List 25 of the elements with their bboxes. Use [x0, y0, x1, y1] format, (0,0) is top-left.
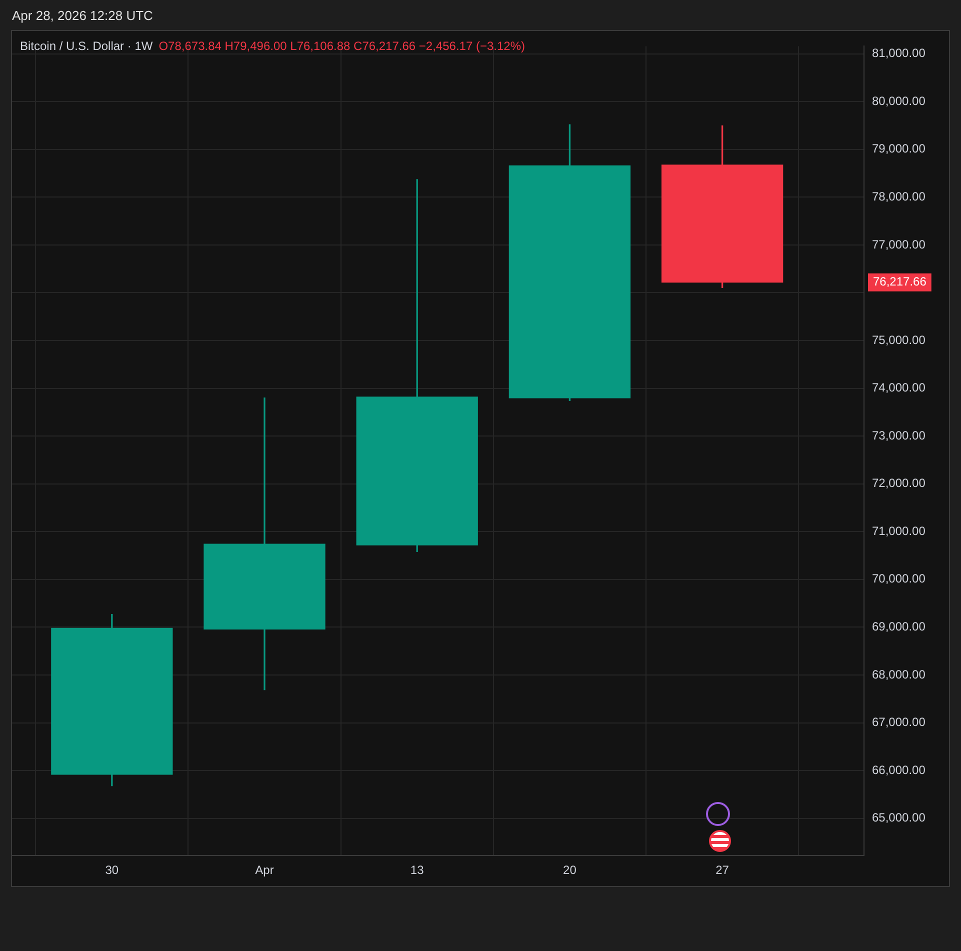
y-tick-label: 77,000.00 [872, 237, 926, 252]
x-tick-label: 30 [105, 863, 119, 878]
y-tick-label: 75,000.00 [872, 332, 926, 347]
text: 76,217.66 [873, 274, 927, 289]
text: Apr 28, 2026 12:28 UTC [12, 8, 153, 23]
y-tick-label: 70,000.00 [872, 572, 926, 586]
x-tick-label: 13 [410, 863, 424, 878]
y-tick-label: 80,000.00 [872, 94, 926, 108]
y-tick-label: 71,000.00 [872, 524, 926, 538]
x-tick-label: 20 [563, 863, 577, 878]
y-tick-label: 73,000.00 [872, 428, 926, 442]
y-tick-label: 66,000.00 [872, 762, 926, 777]
y-tick-label: 74,000.00 [872, 380, 926, 395]
y-tick-label: 79,000.00 [872, 142, 926, 156]
y-tick-label: 81,000.00 [872, 46, 926, 60]
y-tick-label: 68,000.00 [872, 667, 926, 682]
chart-subtitle: O78,673.84 H79,496.00 L76,106.88 C76,217.66 −2,456.17 (−3.12%) [158, 39, 525, 53]
x-tick-label: Apr [255, 863, 274, 878]
y-tick-label: 69,000.00 [872, 620, 926, 634]
y-tick-label: 67,000.00 [872, 715, 926, 730]
y-tick-label: 78,000.00 [872, 190, 926, 204]
y-tick-label: 72,000.00 [872, 476, 926, 490]
y-tick-label: 65,000.00 [872, 810, 926, 825]
chart-title: Bitcoin / U.S. Dollar · 1W [20, 39, 153, 53]
x-tick-label: 27 [716, 863, 730, 878]
